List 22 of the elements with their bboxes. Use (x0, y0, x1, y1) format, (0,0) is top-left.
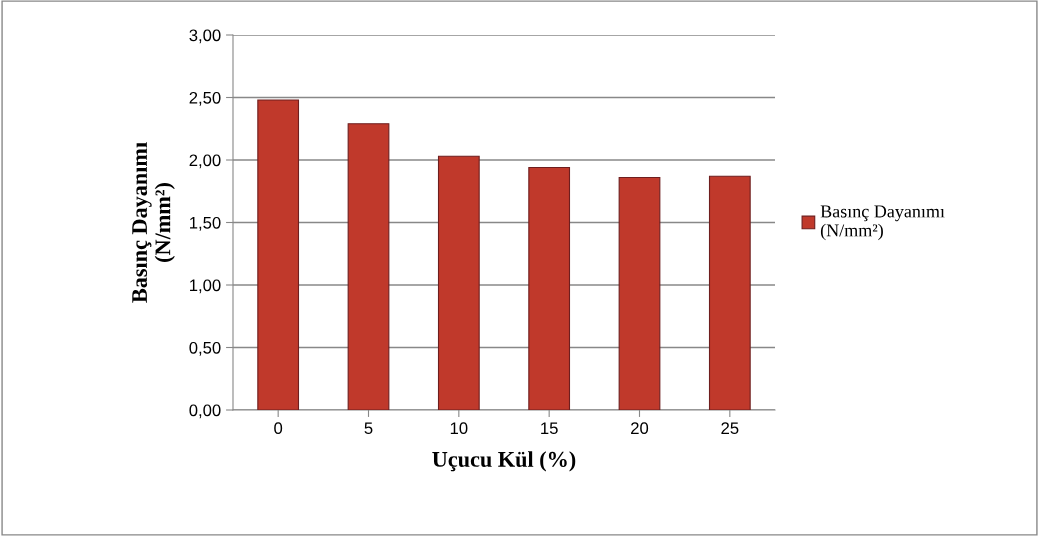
bar (528, 166, 571, 410)
x-tick-label: 0 (274, 422, 283, 435)
x-tick-label: 5 (364, 422, 373, 435)
x-tick-label: 25 (721, 422, 739, 435)
y-tick-label: 2,50 (189, 91, 221, 106)
y-axis-title: Basınç Dayanımı (N/mm²) (132, 142, 175, 303)
y-tick-label: 0,00 (189, 404, 221, 419)
y-tick-label: 3,00 (189, 29, 221, 44)
y-tick-label: 2,00 (189, 154, 221, 169)
bar (437, 155, 480, 410)
x-axis-title: Uçucu Kül (%) (432, 451, 576, 472)
x-tick-label: 20 (631, 422, 649, 435)
legend-label: Basınç Dayanımı (N/mm²) (820, 205, 945, 241)
y-tick-label: 0,50 (189, 341, 221, 356)
bar (257, 99, 300, 410)
bar (708, 175, 751, 410)
x-tick-label: 15 (541, 422, 558, 435)
bar (347, 123, 390, 410)
y-tick-label: 1,50 (190, 216, 221, 231)
bar (618, 176, 661, 410)
y-tick-label: 1,00 (190, 279, 221, 294)
x-tick-label: 10 (450, 422, 468, 435)
